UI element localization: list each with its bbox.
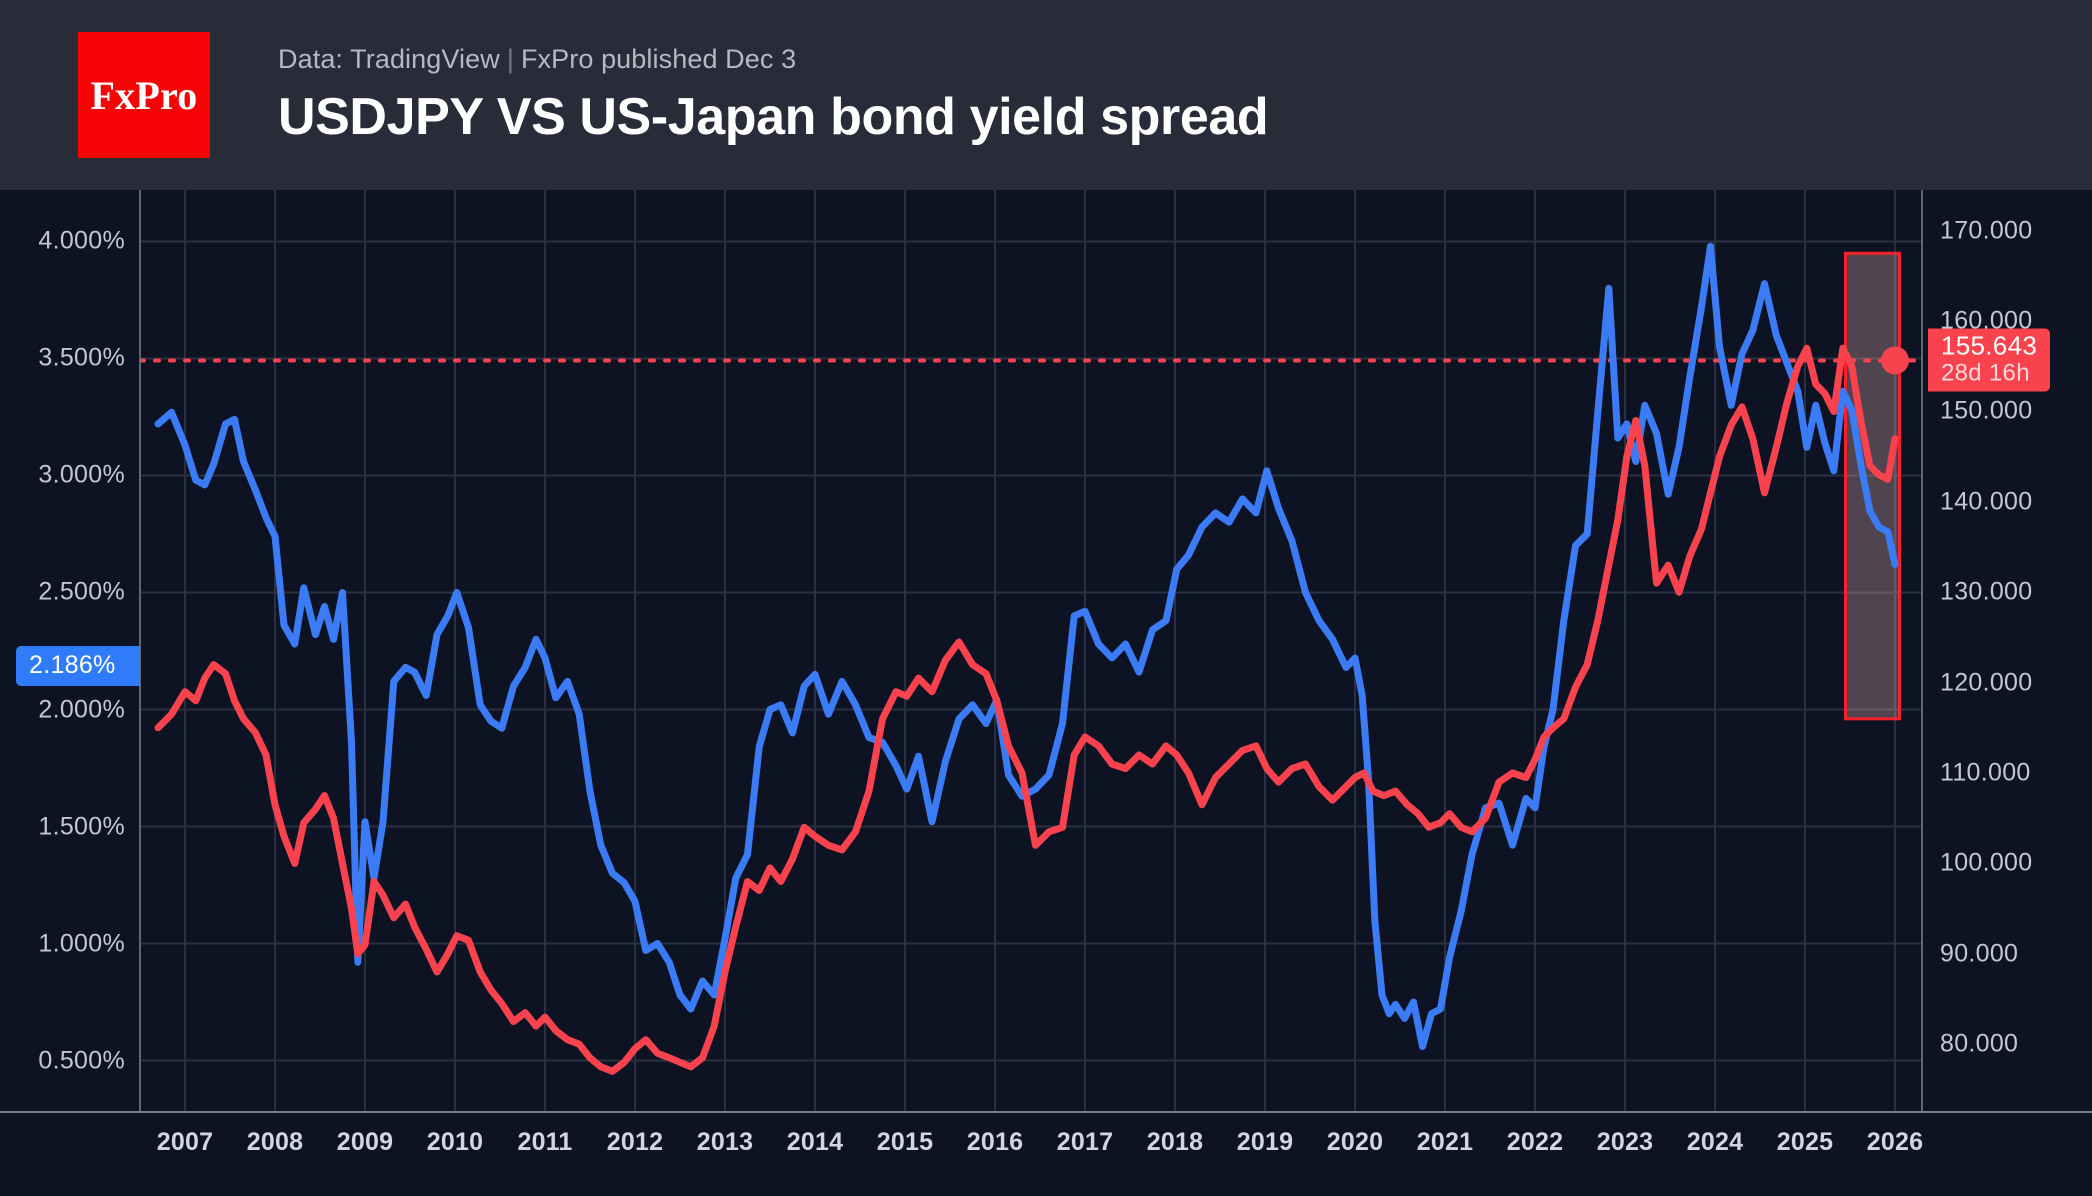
page-header: FxPro Data: TradingView | FxPro published … <box>0 0 2092 190</box>
series-line-spread <box>154 242 1899 1050</box>
x-axis-line <box>0 1111 2092 1113</box>
vertical-gridlines <box>184 190 1896 1112</box>
page-title: USDJPY VS US-Japan bond yield spread <box>278 87 1269 146</box>
y-axis-left-tick: 1.000% <box>38 929 125 957</box>
x-axis-tick: 2007 <box>156 1128 214 1156</box>
spread-value-text: 2.186% <box>29 650 116 679</box>
series-line-usdjpy <box>154 344 1899 1075</box>
horizontal-gridlines <box>140 240 1922 1062</box>
subtitle-source: Data: TradingView <box>278 43 500 74</box>
highlight-region <box>1844 251 1901 721</box>
y-axis-left-tick: 2.500% <box>38 577 125 606</box>
y-axis-left-tick: 3.500% <box>38 343 125 372</box>
y-axis-left-tick: 1.500% <box>38 812 125 840</box>
y-axis-left-tick: 3.000% <box>38 460 125 489</box>
y-axis-left-labels[interactable]: 4.000% 3.500% 3.000% 2.500% 2.000% 1.500% 1.00… <box>0 190 125 1112</box>
y-axis-right-tick: 90.000 <box>1940 939 2019 968</box>
current-price-marker <box>1881 346 1909 375</box>
y-axis-right-tick: 120.000 <box>1940 668 2033 697</box>
y-axis-right-tick: 110.000 <box>1940 758 2031 787</box>
x-axis-tick: 2024 <box>1686 1128 1744 1156</box>
usdjpy-value-badge[interactable]: 155.643 28d 16h <box>1928 328 2051 392</box>
y-axis-left-tick: 4.000% <box>38 226 125 255</box>
y-axis-right-line <box>1921 190 1923 1112</box>
x-axis-tick: 2022 <box>1506 1128 1564 1156</box>
y-axis-right-tick: 130.000 <box>1940 577 2033 606</box>
subtitle-separator: | <box>506 43 514 74</box>
y-axis-right-tick: 150.000 <box>1940 396 2033 425</box>
fxpro-logo: FxPro <box>78 32 210 158</box>
plot-svg <box>140 190 1922 1112</box>
y-axis-right-tick: 100.000 <box>1940 848 2033 877</box>
subtitle-publisher: FxPro published Dec 3 <box>520 43 797 74</box>
x-axis-tick: 2019 <box>1236 1128 1294 1156</box>
x-axis-tick: 2012 <box>606 1128 664 1156</box>
x-axis-tick: 2018 <box>1146 1128 1204 1156</box>
chart-canvas[interactable]: 4.000% 3.500% 3.000% 2.500% 2.000% 1.500% 1.00… <box>0 190 2092 1196</box>
x-axis-tick: 2014 <box>786 1128 844 1156</box>
y-axis-right-tick: 80.000 <box>1940 1029 2019 1058</box>
spread-value-badge[interactable]: 2.186% <box>16 645 140 686</box>
x-axis-tick: 2021 <box>1416 1128 1474 1156</box>
x-axis-tick: 2023 <box>1596 1128 1654 1156</box>
usdjpy-value-text: 155.643 <box>1941 330 2038 361</box>
x-axis-tick: 2011 <box>517 1128 573 1156</box>
y-axis-left-tick: 2.000% <box>38 695 125 723</box>
header-text-block: Data: TradingView | FxPro published Dec 3 … <box>278 44 1269 147</box>
y-axis-left-line <box>139 190 141 1112</box>
x-axis-tick: 2009 <box>336 1128 394 1156</box>
y-axis-right-labels[interactable]: 170.000 160.000 150.000 140.000 130.000 120.0… <box>1940 190 2092 1112</box>
y-axis-left-tick: 0.500% <box>38 1046 125 1075</box>
x-axis-tick: 2016 <box>966 1128 1024 1156</box>
x-axis-tick: 2010 <box>426 1128 484 1156</box>
x-axis-tick: 2026 <box>1866 1128 1924 1156</box>
plot-area[interactable] <box>140 190 1922 1112</box>
logo-label: FxPro <box>90 72 198 118</box>
x-axis-tick: 2025 <box>1776 1128 1834 1156</box>
x-axis-tick: 2015 <box>876 1128 934 1156</box>
chart-subtitle: Data: TradingView | FxPro published Dec 3 <box>278 44 1268 75</box>
x-axis-tick: 2020 <box>1326 1128 1384 1156</box>
x-axis-tick: 2017 <box>1056 1128 1114 1156</box>
x-axis-labels[interactable]: 2007 2008 2009 2010 2011 2012 2013 2014 2015 2016… <box>0 1128 2092 1168</box>
y-axis-right-tick: 140.000 <box>1940 487 2033 516</box>
x-axis-tick: 2008 <box>246 1128 304 1156</box>
usdjpy-countdown-text: 28d 16h <box>1941 359 2030 387</box>
x-axis-tick: 2013 <box>696 1128 754 1156</box>
y-axis-right-tick: 170.000 <box>1940 216 2033 245</box>
